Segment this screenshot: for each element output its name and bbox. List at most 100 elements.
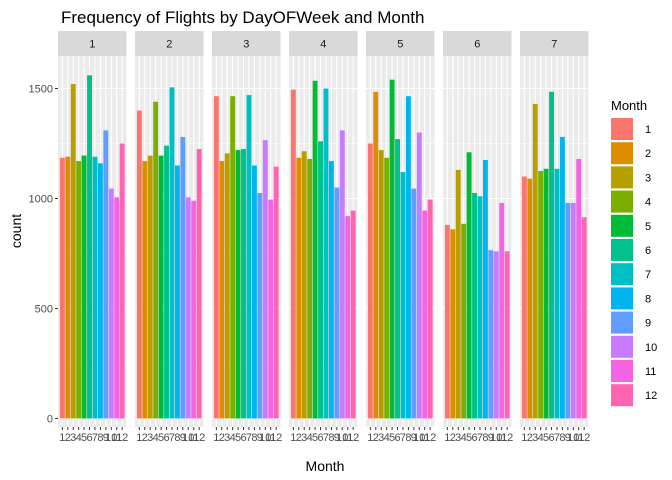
- y-tick-label: 500: [35, 304, 53, 316]
- x-tick-label: 10: [413, 432, 425, 444]
- bar-month-4: [230, 96, 236, 419]
- x-tick-label: 1: [444, 432, 450, 444]
- x-tick-label: 8: [97, 432, 103, 444]
- legend-item: 11: [611, 360, 656, 382]
- bar-month-10: [108, 188, 114, 419]
- legend-key: [611, 311, 633, 334]
- x-tick-label: 11: [496, 432, 507, 444]
- bar-month-2: [373, 91, 379, 419]
- x-tick-label: 8: [174, 432, 180, 444]
- legend-key: [611, 360, 633, 382]
- x-tick-label: 9: [565, 432, 571, 444]
- x-tick-label: 3: [378, 432, 384, 444]
- bar-month-9: [103, 130, 109, 419]
- x-tick-label: 3: [147, 432, 153, 444]
- x-tick-label: 10: [105, 432, 117, 444]
- x-tick-label: 6: [163, 432, 169, 444]
- bar-month-12: [427, 199, 433, 419]
- x-tick-label: 1: [521, 432, 527, 444]
- legend-item: 9: [611, 311, 651, 334]
- x-tick-label: 4: [230, 432, 236, 444]
- bar-month-12: [504, 251, 510, 419]
- bar-month-8: [251, 165, 257, 419]
- bar-month-11: [114, 197, 120, 419]
- x-tick-label: 5: [389, 432, 395, 444]
- bar-month-6: [395, 139, 400, 419]
- legend-item: 7: [611, 263, 651, 286]
- legend-key: [611, 239, 633, 261]
- bar-month-6: [164, 145, 169, 419]
- bar-month-11: [422, 210, 428, 419]
- x-tick-label: 10: [336, 432, 348, 444]
- legend-title: Month: [611, 98, 647, 113]
- bar-month-5: [158, 155, 164, 419]
- x-tick-label: 9: [103, 432, 109, 444]
- legend-key: [611, 118, 633, 140]
- x-tick-label: 11: [573, 432, 584, 444]
- bar-month-12: [119, 143, 125, 419]
- legend-key: [611, 263, 633, 286]
- legend-key: [611, 335, 633, 358]
- bar-month-10: [570, 202, 576, 419]
- bar-month-9: [180, 136, 186, 419]
- bar-month-8: [328, 161, 334, 419]
- legend-label: 4: [645, 197, 651, 209]
- x-tick-label: 4: [76, 432, 82, 444]
- bar-month-3: [378, 150, 384, 419]
- facet-strip-label: 5: [397, 39, 403, 51]
- x-tick-label: 5: [312, 432, 318, 444]
- x-tick-label: 7: [323, 432, 329, 444]
- x-tick-label: 5: [543, 432, 549, 444]
- bar-month-9: [488, 250, 494, 419]
- facet-strip: [366, 31, 435, 56]
- bar-month-10: [185, 197, 191, 419]
- bar-month-1: [59, 157, 65, 419]
- legend-item: 6: [611, 239, 651, 261]
- bar-month-7: [246, 95, 252, 419]
- legend-label: 7: [645, 269, 651, 281]
- legend-label: 11: [645, 366, 656, 378]
- bar-month-9: [257, 193, 263, 419]
- x-tick-label: 5: [158, 432, 164, 444]
- bar-month-7: [92, 156, 98, 419]
- bar-month-5: [235, 150, 241, 419]
- x-tick-label: 4: [307, 432, 313, 444]
- bar-month-11: [268, 199, 274, 419]
- x-tick-label: 4: [538, 432, 544, 444]
- x-tick-label: 10: [182, 432, 194, 444]
- bar-month-3: [147, 155, 153, 419]
- bar-month-3: [532, 103, 538, 419]
- x-tick-label: 2: [296, 432, 302, 444]
- bar-month-10: [339, 130, 345, 419]
- x-tick-label: 6: [86, 432, 92, 444]
- x-tick-label: 10: [490, 432, 502, 444]
- legend-key: [611, 287, 633, 310]
- x-tick-label: 12: [116, 432, 128, 444]
- bar-month-4: [461, 223, 467, 419]
- facet-strip: [443, 31, 512, 56]
- x-tick-label: 2: [373, 432, 379, 444]
- bar-month-6: [241, 149, 246, 419]
- facet-strip-label: 1: [89, 39, 95, 51]
- x-tick-label: 11: [419, 432, 430, 444]
- bar-month-11: [345, 216, 351, 419]
- bar-month-4: [153, 101, 159, 419]
- bar-month-5: [389, 79, 395, 419]
- bar-month-11: [191, 200, 197, 419]
- x-tick-label: 5: [235, 432, 241, 444]
- bar-month-6: [549, 91, 554, 419]
- x-tick-label: 8: [405, 432, 411, 444]
- bar-month-3: [301, 151, 307, 419]
- x-tick-label: 8: [328, 432, 334, 444]
- x-tick-label: 12: [347, 432, 359, 444]
- x-tick-label: 11: [265, 432, 276, 444]
- x-tick-label: 6: [471, 432, 477, 444]
- bar-month-3: [224, 153, 230, 419]
